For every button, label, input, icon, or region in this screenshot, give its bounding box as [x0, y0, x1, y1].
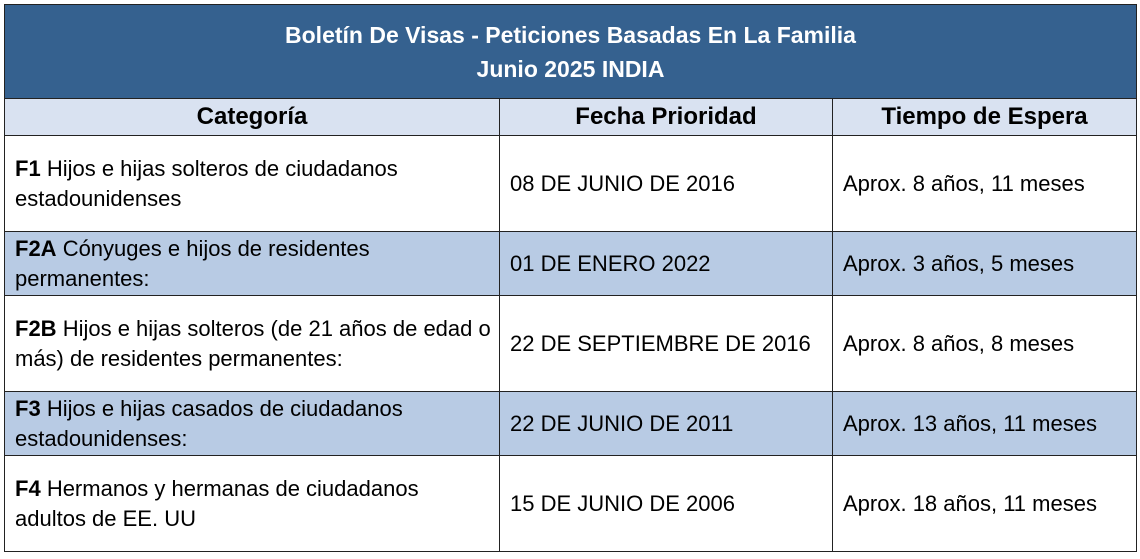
category-code: F1: [15, 155, 41, 181]
category-description: Hijos e hijas solteros (de 21 años de ed…: [15, 315, 491, 371]
priority-date-cell: 15 DE JUNIO DE 2006: [499, 455, 833, 552]
title-row: Boletín De Visas - Peticiones Basadas En…: [4, 4, 1137, 99]
table-row: F4 Hermanos y hermanas de ciudadanos adu…: [4, 455, 1137, 552]
category-description: Hijos e hijas solteros de ciudadanos est…: [15, 155, 398, 211]
category-cell: F3 Hijos e hijas casados de ciudadanos e…: [4, 391, 500, 456]
category-code: F2A: [15, 235, 57, 261]
priority-date-cell: 22 DE SEPTIEMBRE DE 2016: [499, 295, 833, 392]
priority-date-cell: 22 DE JUNIO DE 2011: [499, 391, 833, 456]
table-row: F1 Hijos e hijas solteros de ciudadanos …: [4, 135, 1137, 232]
category-cell: F1 Hijos e hijas solteros de ciudadanos …: [4, 135, 500, 232]
table-row: F2A Cónyuges e hijos de residentes perma…: [4, 231, 1137, 296]
category-description: Cónyuges e hijos de residentes permanent…: [15, 235, 370, 291]
category-description: Hermanos y hermanas de ciudadanos adulto…: [15, 475, 419, 531]
table-row: F2B Hijos e hijas solteros (de 21 años d…: [4, 295, 1137, 392]
wait-time-cell: Aprox. 8 años, 11 meses: [832, 135, 1137, 232]
category-cell: F2A Cónyuges e hijos de residentes perma…: [4, 231, 500, 296]
wait-time-cell: Aprox. 18 años, 11 meses: [832, 455, 1137, 552]
visa-bulletin-table: Boletín De Visas - Peticiones Basadas En…: [4, 4, 1137, 552]
column-header-priority-date: Fecha Prioridad: [499, 98, 833, 136]
header-row: Categoría Fecha Prioridad Tiempo de Espe…: [4, 98, 1137, 136]
category-cell: F4 Hermanos y hermanas de ciudadanos adu…: [4, 455, 500, 552]
category-code: F2B: [15, 315, 57, 341]
priority-date-cell: 08 DE JUNIO DE 2016: [499, 135, 833, 232]
category-description: Hijos e hijas casados de ciudadanos esta…: [15, 395, 403, 451]
wait-time-cell: Aprox. 13 años, 11 meses: [832, 391, 1137, 456]
wait-time-cell: Aprox. 3 años, 5 meses: [832, 231, 1137, 296]
table-title: Boletín De Visas - Peticiones Basadas En…: [4, 4, 1137, 99]
visa-bulletin-document: Boletín De Visas - Peticiones Basadas En…: [4, 4, 1137, 555]
wait-time-cell: Aprox. 8 años, 8 meses: [832, 295, 1137, 392]
column-header-wait-time: Tiempo de Espera: [832, 98, 1137, 136]
table-row: F3 Hijos e hijas casados de ciudadanos e…: [4, 391, 1137, 456]
title-line-1: Boletín De Visas - Peticiones Basadas En…: [285, 21, 856, 48]
column-header-category: Categoría: [4, 98, 500, 136]
priority-date-cell: 01 DE ENERO 2022: [499, 231, 833, 296]
category-code: F4: [15, 475, 41, 501]
category-cell: F2B Hijos e hijas solteros (de 21 años d…: [4, 295, 500, 392]
category-code: F3: [15, 395, 41, 421]
title-line-2: Junio 2025 INDIA: [476, 55, 665, 82]
